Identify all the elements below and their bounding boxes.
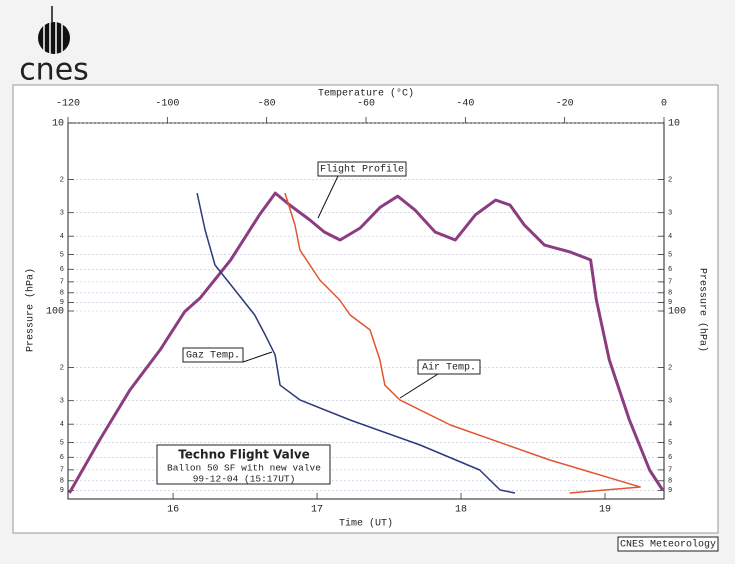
y-tick-label: 8 [60,290,64,298]
y-tick-label-right: 5 [668,439,672,447]
y-tick-label: 7 [60,279,64,287]
footer: CNES Meteorology [620,539,716,551]
x2-axis-label: Temperature (°C) [318,88,414,100]
callout-box [182,347,244,363]
x-tick-label: 19 [599,505,611,516]
series-label: Gaz Temp. [186,351,240,362]
callout-arrow [317,175,339,219]
y-tick-label-right: 2 [668,364,672,372]
x2-tick-label: 0 [661,99,667,110]
y-tick-label: 3 [60,398,64,406]
logo-mark [38,6,70,54]
x2-tick-label: -100 [155,99,179,110]
y-tick-label-right: 6 [668,266,672,274]
x2-tick-label: -60 [357,99,375,110]
y-tick-label: 6 [60,266,64,274]
y-tick-label-right: 3 [668,398,672,406]
annotation: Techno Flight Valve [178,448,310,462]
x2-tick-label: -40 [456,99,474,110]
y-tick-label: 10 [52,119,64,130]
y-tick-label: 5 [60,251,64,259]
y-tick-label-right: 7 [668,467,672,475]
series-line [284,192,641,494]
y-tick-label-right: 2 [668,176,672,184]
y-tick-label: 4 [60,421,64,429]
y-axis-label-right: Pressure (hPa) [696,268,708,352]
y-tick-label: 7 [60,467,64,475]
series-line [68,191,664,494]
y-tick-label-right: 9 [668,299,672,307]
y-tick-label-right: 8 [668,290,672,298]
x2-tick-label: -120 [56,99,80,110]
annotation: Ballon 50 SF with new valve [167,463,321,474]
series-line [196,192,516,494]
annotation: 99-12-04 (15:17UT) [193,474,296,485]
y-tick-label: 3 [60,210,64,218]
y-tick-label-right: 100 [668,307,686,318]
y-tick-label-right: 4 [668,421,672,429]
series-label: Flight Profile [320,164,404,176]
logo: cnes [19,53,89,88]
y-tick-label-right: 8 [668,478,672,486]
callout-arrow [242,351,273,363]
y-tick-label-right: 9 [668,487,672,495]
x-axis-label: Time (UT) [339,518,393,530]
y-tick-label: 9 [60,487,64,495]
y-tick-label: 5 [60,439,64,447]
footer-box [617,536,719,552]
y-tick-label: 4 [60,233,64,241]
x-tick-label: 17 [311,505,323,516]
y-tick-label-right: 4 [668,233,672,241]
y-tick-label: 2 [60,176,64,184]
callout-box [417,359,481,375]
y-tick-label-right: 10 [668,119,680,130]
y-tick-label: 2 [60,364,64,372]
y-tick-label-right: 6 [668,454,672,462]
callout-box [317,161,407,177]
x2-tick-label: -80 [258,99,276,110]
y-tick-label: 9 [60,299,64,307]
y-tick-label-right: 5 [668,251,672,259]
x2-tick-label: -20 [556,99,574,110]
x-tick-label: 16 [167,505,179,516]
y-axis-label: Pressure (hPa) [25,268,37,352]
y-tick-label: 8 [60,478,64,486]
y-tick-label-right: 3 [668,210,672,218]
y-tick-label: 6 [60,454,64,462]
x-tick-label: 18 [455,505,467,516]
series-label: Air Temp. [422,362,476,374]
info-box [156,444,331,485]
callout-arrow [399,373,439,399]
y-tick-label: 100 [46,307,64,318]
y-tick-label-right: 7 [668,279,672,287]
